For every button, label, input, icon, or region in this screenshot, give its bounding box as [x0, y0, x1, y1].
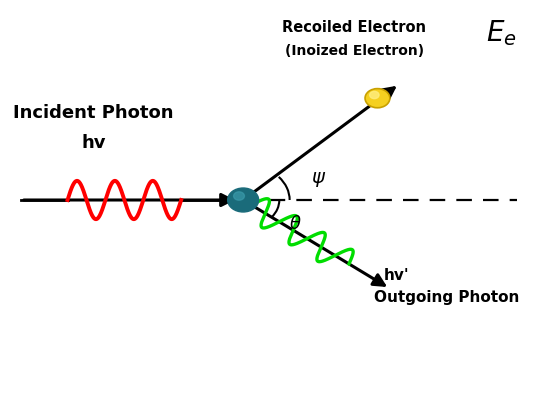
Text: Outgoing Photon: Outgoing Photon	[373, 289, 519, 304]
Circle shape	[370, 92, 379, 99]
Text: hv: hv	[81, 134, 106, 152]
Circle shape	[228, 188, 258, 213]
Text: $\mathit{E}_{\mathit{e}}$: $\mathit{E}_{\mathit{e}}$	[486, 18, 517, 48]
Circle shape	[234, 192, 244, 200]
Circle shape	[365, 89, 390, 109]
Text: θ: θ	[289, 215, 300, 233]
Text: Recoiled Electron: Recoiled Electron	[282, 20, 426, 35]
Text: hv': hv'	[384, 267, 410, 282]
Text: (Inoized Electron): (Inoized Electron)	[285, 44, 424, 58]
Text: ψ: ψ	[312, 168, 324, 187]
Text: Incident Photon: Incident Photon	[13, 104, 174, 122]
